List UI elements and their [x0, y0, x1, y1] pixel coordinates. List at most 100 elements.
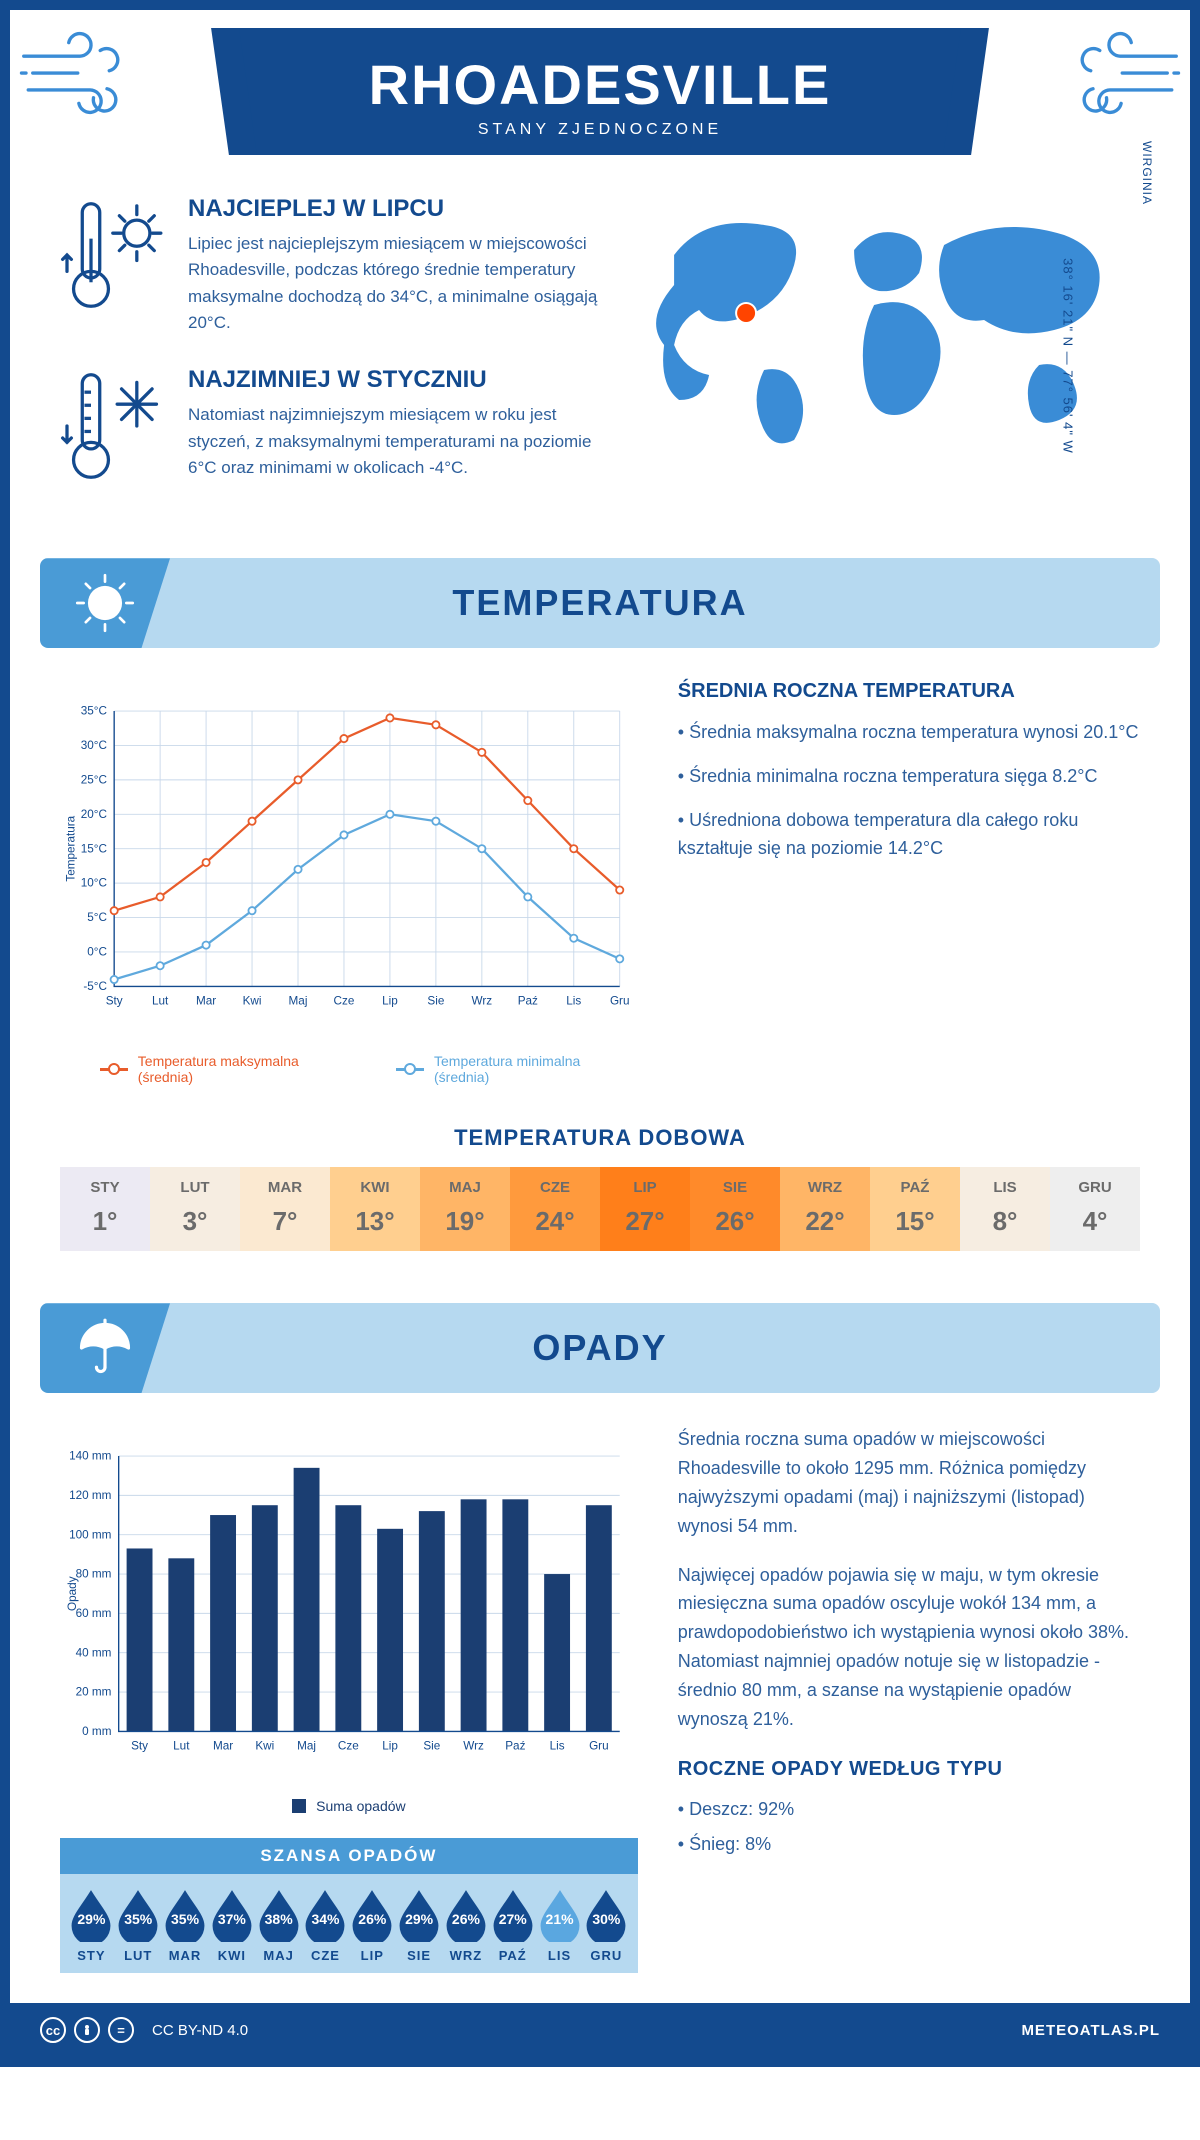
- cc-icon: cc: [40, 2017, 66, 2043]
- svg-text:Lip: Lip: [382, 1740, 398, 1753]
- svg-text:Maj: Maj: [297, 1740, 316, 1753]
- daily-temp-cell: MAJ19°: [420, 1167, 510, 1251]
- precip-type-item: • Śnieg: 8%: [678, 1830, 1140, 1859]
- temperature-summary: ŚREDNIA ROCZNA TEMPERATURA • Średnia mak…: [678, 680, 1140, 1085]
- svg-text:20 mm: 20 mm: [76, 1686, 112, 1699]
- svg-text:0 mm: 0 mm: [82, 1725, 111, 1738]
- svg-text:140 mm: 140 mm: [69, 1450, 111, 1463]
- svg-text:20°C: 20°C: [81, 808, 108, 821]
- license-badge: cc = CC BY-ND 4.0: [40, 2017, 248, 2043]
- info-cold: NAJZIMNIEJ W STYCZNIU Natomiast najzimni…: [60, 366, 598, 486]
- svg-text:Kwi: Kwi: [243, 995, 262, 1008]
- legend-max: Temperatura maksymalna (średnia): [138, 1053, 356, 1085]
- header: RHOADESVILLE STANY ZJEDNOCZONE: [10, 28, 1190, 155]
- title-banner: RHOADESVILLE STANY ZJEDNOCZONE: [234, 28, 966, 155]
- svg-text:Mar: Mar: [213, 1740, 233, 1753]
- temp-bullet: • Średnia minimalna roczna temperatura s…: [678, 763, 1140, 791]
- svg-text:Gru: Gru: [610, 995, 630, 1008]
- site-name: METEOATLAS.PL: [1021, 2022, 1160, 2039]
- svg-text:60 mm: 60 mm: [76, 1607, 112, 1620]
- svg-text:Sie: Sie: [423, 1740, 440, 1753]
- wind-icon-left: [10, 28, 150, 118]
- nd-icon: =: [108, 2017, 134, 2043]
- svg-text:Lut: Lut: [152, 995, 169, 1008]
- daily-temperature: TEMPERATURA DOBOWA STY1°LUT3°MAR7°KWI13°…: [10, 1115, 1190, 1291]
- daily-temp-cell: GRU4°: [1050, 1167, 1140, 1251]
- precip-legend: Suma opadów: [60, 1798, 638, 1814]
- wind-icon-right: [1050, 28, 1190, 118]
- precipitation-summary: Średnia roczna suma opadów w miejscowośc…: [678, 1425, 1140, 1973]
- daily-temp-cell: MAR7°: [240, 1167, 330, 1251]
- chance-drop: 37% KWI: [208, 1888, 255, 1963]
- temperature-title: TEMPERATURA: [452, 582, 747, 624]
- svg-text:Lis: Lis: [566, 995, 581, 1008]
- info-hot-title: NAJCIEPLEJ W LIPCU: [188, 195, 598, 223]
- svg-text:5°C: 5°C: [87, 912, 107, 925]
- daily-temp-cell: LUT3°: [150, 1167, 240, 1251]
- svg-text:100 mm: 100 mm: [69, 1529, 111, 1542]
- chance-drop: 35% MAR: [162, 1888, 209, 1963]
- legend-min: Temperatura minimalna (średnia): [434, 1053, 638, 1085]
- daily-temp-cell: PAŹ15°: [870, 1167, 960, 1251]
- info-section: NAJCIEPLEJ W LIPCU Lipiec jest najcieple…: [10, 155, 1190, 546]
- chance-drop: 21% LIS: [536, 1888, 583, 1963]
- precipitation-content: 0 mm20 mm40 mm60 mm80 mm100 mm120 mm140 …: [10, 1405, 1190, 2003]
- page: RHOADESVILLE STANY ZJEDNOCZONE: [0, 0, 1200, 2067]
- city-name: RHOADESVILLE: [234, 52, 966, 117]
- chance-title: SZANSA OPADÓW: [60, 1838, 638, 1874]
- temp-bullet: • Uśredniona dobowa temperatura dla całe…: [678, 807, 1140, 863]
- sun-icon: [73, 571, 137, 635]
- coordinates: 38° 16' 21" N — 77° 56' 4" W: [1061, 258, 1076, 454]
- by-icon: [74, 2017, 100, 2043]
- chance-drop: 26% LIP: [349, 1888, 396, 1963]
- temp-legend: Temperatura maksymalna (średnia) Tempera…: [60, 1053, 638, 1085]
- chance-drop: 27% PAŹ: [489, 1888, 536, 1963]
- svg-text:120 mm: 120 mm: [69, 1489, 111, 1502]
- chance-drop: 26% WRZ: [443, 1888, 490, 1963]
- daily-temp-cell: KWI13°: [330, 1167, 420, 1251]
- svg-text:Lip: Lip: [382, 995, 398, 1008]
- daily-temp-title: TEMPERATURA DOBOWA: [60, 1125, 1140, 1151]
- precipitation-title: OPADY: [532, 1327, 667, 1369]
- chance-drop: 35% LUT: [115, 1888, 162, 1963]
- daily-temp-cell: LIP27°: [600, 1167, 690, 1251]
- svg-text:Opady: Opady: [66, 1577, 79, 1612]
- info-left: NAJCIEPLEJ W LIPCU Lipiec jest najcieple…: [60, 195, 598, 516]
- license-text: CC BY-ND 4.0: [152, 2022, 248, 2039]
- svg-text:30°C: 30°C: [81, 739, 108, 752]
- temp-summary-title: ŚREDNIA ROCZNA TEMPERATURA: [678, 680, 1140, 703]
- svg-text:15°C: 15°C: [81, 843, 108, 856]
- footer: cc = CC BY-ND 4.0 METEOATLAS.PL: [10, 2003, 1190, 2057]
- svg-text:Temperatura: Temperatura: [64, 816, 77, 882]
- daily-temp-cell: STY1°: [60, 1167, 150, 1251]
- svg-text:Lis: Lis: [550, 1740, 565, 1753]
- country-name: STANY ZJEDNOCZONE: [234, 121, 966, 139]
- svg-text:Sie: Sie: [427, 995, 444, 1008]
- svg-text:Wrz: Wrz: [463, 1740, 484, 1753]
- precipitation-section-header: OPADY: [40, 1303, 1160, 1393]
- precip-p1: Średnia roczna suma opadów w miejscowośc…: [678, 1425, 1140, 1540]
- svg-text:Cze: Cze: [334, 995, 355, 1008]
- svg-text:Maj: Maj: [289, 995, 308, 1008]
- chance-drop: 30% GRU: [583, 1888, 630, 1963]
- info-cold-text: Natomiast najzimniejszym miesiącem w rok…: [188, 402, 598, 481]
- region-label: WIRGINIA: [1140, 141, 1154, 205]
- svg-text:Sty: Sty: [106, 995, 123, 1008]
- svg-text:25°C: 25°C: [81, 774, 108, 787]
- temperature-section-header: TEMPERATURA: [40, 558, 1160, 648]
- chance-drop: 29% STY: [68, 1888, 115, 1963]
- info-cold-title: NAJZIMNIEJ W STYCZNIU: [188, 366, 598, 394]
- chance-drop: 29% SIE: [396, 1888, 443, 1963]
- daily-temp-cell: SIE26°: [690, 1167, 780, 1251]
- svg-text:Sty: Sty: [131, 1740, 148, 1753]
- thermometer-snow-icon: [60, 366, 170, 486]
- svg-text:Gru: Gru: [589, 1740, 609, 1753]
- svg-text:0°C: 0°C: [87, 946, 107, 959]
- svg-text:35°C: 35°C: [81, 705, 108, 718]
- svg-text:-5°C: -5°C: [83, 980, 107, 993]
- svg-text:Cze: Cze: [338, 1740, 359, 1753]
- info-hot: NAJCIEPLEJ W LIPCU Lipiec jest najcieple…: [60, 195, 598, 336]
- thermometer-sun-icon: [60, 195, 170, 315]
- svg-text:Mar: Mar: [196, 995, 216, 1008]
- svg-text:Paź: Paź: [518, 995, 538, 1008]
